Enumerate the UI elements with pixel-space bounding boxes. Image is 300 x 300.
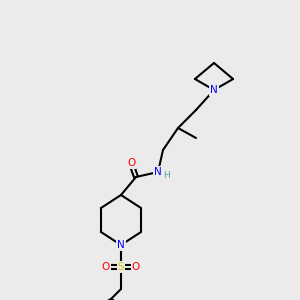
Text: S: S xyxy=(118,262,124,272)
Text: O: O xyxy=(132,262,140,272)
Text: N: N xyxy=(154,167,162,177)
Text: H: H xyxy=(163,170,170,179)
Text: O: O xyxy=(127,158,135,168)
Text: N: N xyxy=(210,85,218,95)
Text: N: N xyxy=(117,240,125,250)
Text: O: O xyxy=(102,262,110,272)
